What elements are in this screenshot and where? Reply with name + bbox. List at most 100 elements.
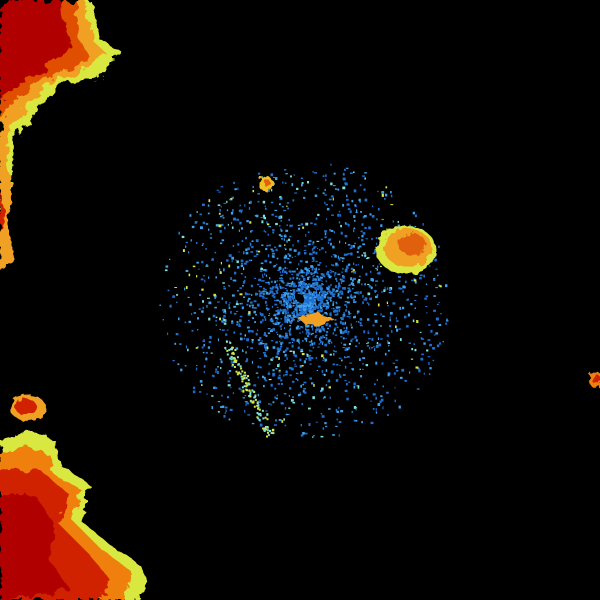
echo-pixel: [240, 209, 243, 212]
echo-pixel: [202, 306, 204, 310]
echo-pixel: [283, 418, 286, 421]
echo-pixel: [339, 257, 343, 259]
echo-pixel: [277, 269, 280, 271]
echo-pixel: [222, 217, 225, 219]
echo-pixel: [310, 350, 313, 352]
echo-pixel: [311, 248, 314, 251]
echo-pixel: [312, 241, 315, 244]
echo-pixel: [346, 198, 349, 201]
echo-pixel: [262, 280, 265, 282]
echo-pixel: [266, 435, 268, 438]
echo-pixel: [250, 347, 254, 349]
echo-pixel: [324, 293, 328, 296]
echo-pixel: [378, 343, 382, 347]
echo-pixel: [270, 358, 273, 361]
echo-pixel: [198, 268, 200, 270]
echo-pixel: [371, 205, 374, 208]
echo-pixel: [371, 338, 374, 341]
echo-pixel: [197, 317, 199, 320]
echo-pixel: [298, 227, 301, 230]
echo-pixel: [386, 334, 389, 337]
echo-pixel: [247, 293, 251, 295]
echo-pixel: [270, 280, 273, 283]
echo-pixel: [402, 306, 405, 310]
echo-pixel: [390, 191, 392, 194]
echo-pixel: [223, 322, 227, 325]
echo-pixel: [184, 365, 187, 367]
echo-pixel: [208, 228, 210, 231]
echo-pixel: [267, 328, 271, 330]
echo-pixel: [241, 386, 244, 389]
echo-pixel: [174, 287, 178, 289]
echo-pixel: [254, 398, 257, 401]
storm-cell-north: [259, 176, 273, 192]
echo-pixel: [265, 307, 268, 310]
echo-pixel: [309, 293, 312, 295]
echo-pixel: [288, 320, 291, 323]
echo-pixel: [263, 269, 266, 272]
echo-pixel: [302, 278, 306, 281]
echo-pixel: [361, 235, 364, 238]
echo-pixel: [363, 299, 367, 301]
echo-pixel: [322, 192, 325, 195]
echo-pixel: [435, 287, 438, 289]
echo-pixel: [273, 292, 276, 295]
echo-pixel: [289, 333, 292, 336]
echo-pixel: [319, 302, 321, 304]
echo-pixel: [223, 268, 225, 272]
echo-pixel: [259, 312, 262, 314]
echo-pixel: [243, 377, 246, 380]
echo-pixel: [265, 348, 268, 351]
echo-pixel: [286, 314, 290, 316]
echo-pixel: [368, 226, 371, 230]
echo-pixel: [235, 310, 239, 312]
echo-pixel: [347, 332, 349, 335]
echo-pixel: [294, 285, 298, 287]
echo-pixel: [310, 307, 312, 310]
echo-pixel: [340, 296, 342, 299]
echo-pixel: [257, 200, 260, 203]
echo-pixel: [310, 265, 314, 268]
echo-pixel: [279, 203, 281, 206]
echo-pixel: [315, 293, 318, 295]
echo-pixel: [334, 291, 337, 293]
echo-pixel: [324, 304, 326, 306]
echo-pixel: [302, 331, 304, 333]
echo-pixel: [280, 220, 282, 222]
echo-pixel: [224, 346, 227, 349]
echo-pixel: [330, 299, 332, 302]
echo-pixel: [284, 234, 286, 236]
echo-pixel: [248, 383, 250, 386]
echo-pixel: [181, 235, 185, 239]
echo-pixel: [325, 308, 328, 310]
echo-pixel: [342, 315, 345, 318]
echo-pixel: [272, 401, 275, 404]
echo-pixel: [274, 246, 277, 249]
echo-pixel: [304, 267, 308, 270]
echo-pixel: [255, 250, 258, 253]
echo-pixel: [210, 352, 213, 354]
echo-pixel: [344, 301, 348, 303]
echo-pixel: [265, 410, 268, 412]
echo-pixel: [376, 342, 379, 345]
echo-pixel: [211, 395, 214, 397]
echo-pixel: [415, 366, 419, 369]
echo-pixel: [370, 421, 374, 425]
echo-pixel: [215, 387, 218, 389]
echo-pixel: [334, 314, 338, 316]
echo-pixel: [302, 307, 305, 311]
echo-pixel: [245, 260, 249, 263]
echo-pixel: [288, 342, 291, 344]
echo-pixel: [385, 193, 388, 197]
echo-pixel: [169, 304, 172, 308]
echo-pixel: [380, 338, 383, 340]
echo-pixel: [268, 362, 271, 366]
echo-pixel: [303, 271, 306, 274]
echo-pixel: [321, 387, 324, 391]
echo-pixel: [365, 272, 368, 276]
echo-pixel: [312, 300, 316, 304]
echo-pixel: [276, 331, 278, 334]
echo-pixel: [257, 193, 261, 195]
echo-pixel: [338, 357, 342, 359]
echo-pixel: [336, 363, 339, 366]
